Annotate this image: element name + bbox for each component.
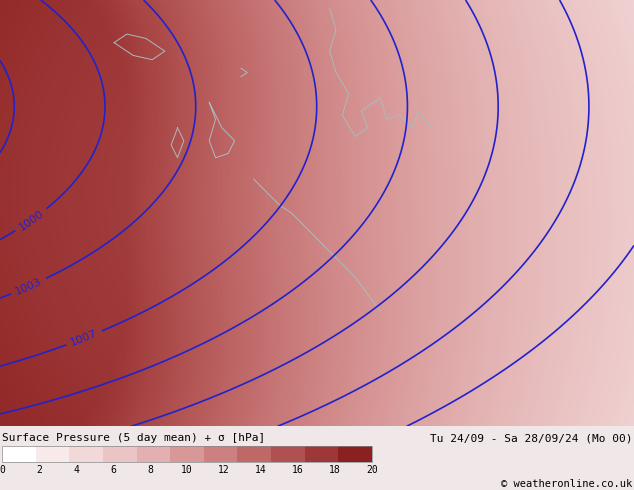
Bar xyxy=(69,446,103,462)
Text: 0: 0 xyxy=(0,465,5,475)
Bar xyxy=(36,446,69,462)
Text: 1003: 1003 xyxy=(14,276,44,296)
Text: 4: 4 xyxy=(73,465,79,475)
Bar xyxy=(271,446,305,462)
Bar xyxy=(170,446,204,462)
Text: 12: 12 xyxy=(218,465,230,475)
Text: 2: 2 xyxy=(36,465,42,475)
Text: Tu 24/09 - Sa 28/09/24 (Mo 00): Tu 24/09 - Sa 28/09/24 (Mo 00) xyxy=(429,433,632,443)
Text: © weatheronline.co.uk: © weatheronline.co.uk xyxy=(501,479,632,489)
Bar xyxy=(136,446,170,462)
Bar xyxy=(204,446,238,462)
Text: 8: 8 xyxy=(147,465,153,475)
Bar xyxy=(2,446,36,462)
Bar xyxy=(339,446,372,462)
Bar xyxy=(238,446,271,462)
Text: 1007: 1007 xyxy=(69,328,99,348)
Text: 18: 18 xyxy=(329,465,341,475)
Bar xyxy=(305,446,339,462)
Bar xyxy=(103,446,136,462)
Text: Surface Pressure (5 day mean) + σ [hPa]: Surface Pressure (5 day mean) + σ [hPa] xyxy=(2,433,265,443)
Text: 10: 10 xyxy=(181,465,193,475)
Bar xyxy=(2,446,372,462)
Text: 20: 20 xyxy=(366,465,378,475)
Text: 6: 6 xyxy=(110,465,116,475)
Text: 1000: 1000 xyxy=(17,208,46,232)
Text: 16: 16 xyxy=(292,465,304,475)
Text: 14: 14 xyxy=(255,465,267,475)
